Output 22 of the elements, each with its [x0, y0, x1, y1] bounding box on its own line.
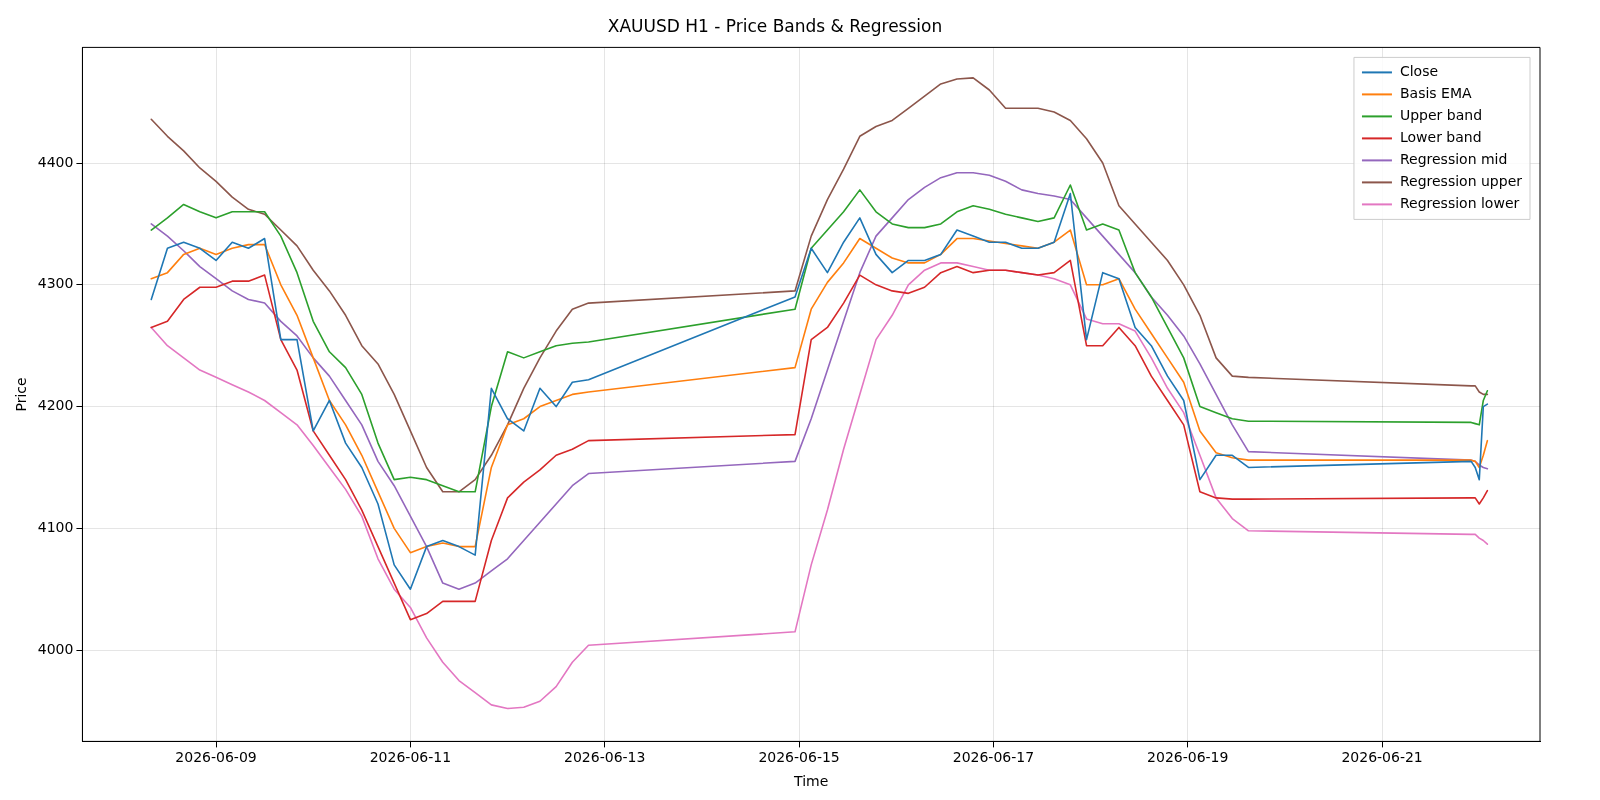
x-axis-title: Time [793, 773, 829, 790]
legend-label: Close [1399, 63, 1439, 80]
y-tick-label: 4400 [37, 153, 74, 170]
legend-label: Regression lower [1399, 195, 1520, 212]
y-tick-label: 4300 [37, 275, 74, 292]
x-tick-label: 2026-06-19 [1147, 749, 1229, 766]
y-axis-title: Price [13, 377, 30, 412]
x-tick-label: 2026-06-11 [369, 749, 452, 766]
legend-label: Regression upper [1399, 173, 1523, 190]
y-tick-label: 4000 [37, 640, 74, 657]
legend-label: Upper band [1399, 107, 1483, 124]
legend-label: Lower band [1399, 129, 1482, 146]
y-tick-label: 4200 [37, 397, 74, 414]
x-tick-label: 2026-06-17 [952, 749, 1035, 766]
x-tick-label: 2026-06-15 [758, 749, 840, 766]
legend-label: Basis EMA [1399, 85, 1472, 102]
x-tick-label: 2026-06-09 [175, 749, 257, 766]
chart-title: XAUUSD H1 - Price Bands & Regression [607, 15, 943, 36]
y-tick-label: 4100 [37, 518, 74, 535]
x-tick-label: 2026-06-21 [1341, 749, 1423, 766]
x-tick-label: 2026-06-13 [564, 749, 646, 766]
legend-label: Regression mid [1399, 151, 1508, 168]
